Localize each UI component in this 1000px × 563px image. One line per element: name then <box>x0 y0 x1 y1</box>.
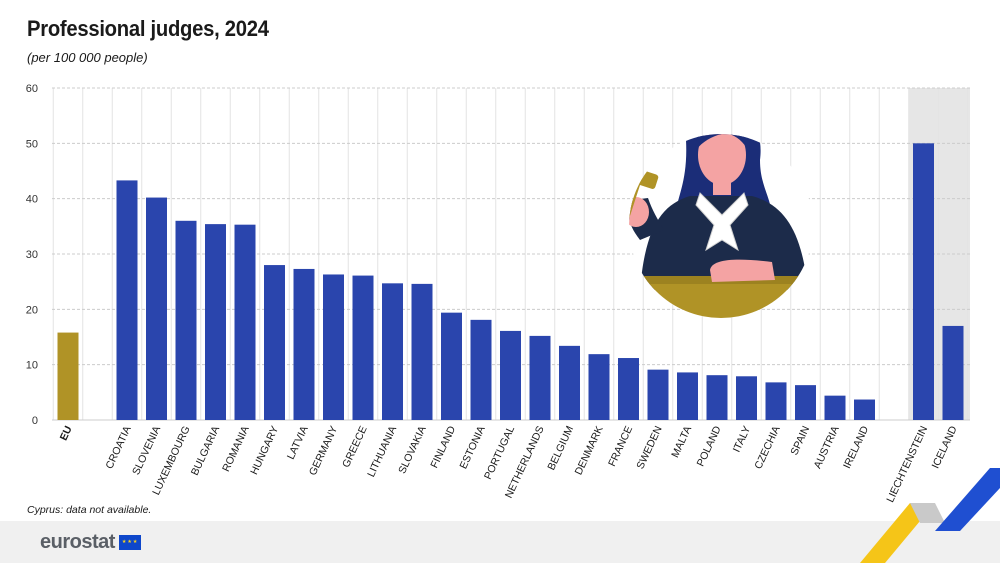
y-tick-label: 60 <box>26 83 38 95</box>
x-tick-label: EU <box>58 424 75 442</box>
bar-italy <box>736 376 757 420</box>
bar-sweden <box>647 369 669 420</box>
chart-subtitle: (per 100 000 people) <box>27 50 148 65</box>
bar-slovenia <box>146 197 167 420</box>
x-tick-label: GREECE <box>340 424 370 469</box>
bar-hungary <box>264 265 285 420</box>
bar-poland <box>706 375 728 420</box>
bar-austria <box>824 395 846 420</box>
bar-eu <box>57 332 79 420</box>
x-tick-label: SLOVAKIA <box>396 424 429 475</box>
x-tick-label: BELGIUM <box>545 424 576 472</box>
x-tick-label: BULGARIA <box>189 424 222 477</box>
bar-finland <box>441 312 462 420</box>
bar-romania <box>234 224 256 420</box>
footnote: Cyprus: data not available. <box>27 504 152 516</box>
bar-denmark <box>588 354 610 420</box>
bar-greece <box>352 275 374 420</box>
x-tick-label: DENMARK <box>573 424 606 477</box>
y-tick-label: 20 <box>26 304 38 316</box>
x-tick-label: ROMANIA <box>220 424 252 473</box>
y-tick-label: 30 <box>26 249 38 261</box>
bar-czechia <box>765 382 787 420</box>
x-tick-label: SLOVENIA <box>130 424 163 477</box>
x-tick-label: PORTUGAL <box>482 424 517 481</box>
y-tick-label: 10 <box>26 360 38 372</box>
x-tick-label: GERMANY <box>307 424 340 477</box>
x-tick-label: MALTA <box>669 424 694 459</box>
x-tick-label: FRANCE <box>606 424 635 468</box>
y-tick-label: 50 <box>26 138 38 150</box>
bar-belgium <box>559 345 580 420</box>
x-tick-label: ESTONIA <box>457 424 487 471</box>
bar-france <box>618 358 639 420</box>
bar-portugal <box>500 330 521 420</box>
x-tick-label: AUSTRIA <box>812 424 842 470</box>
bar-iceland <box>942 325 964 420</box>
x-tick-label: SPAIN <box>788 424 812 457</box>
corner-decoration <box>860 468 1000 563</box>
y-tick-label: 0 <box>32 415 38 427</box>
chart-title: Professional judges, 2024 <box>27 16 269 41</box>
bar-spain <box>795 385 816 420</box>
y-tick-label: 40 <box>26 194 38 206</box>
x-tick-label: FINLAND <box>428 424 458 470</box>
x-tick-label: SWEDEN <box>634 424 664 471</box>
bar-bulgaria <box>205 224 226 420</box>
bar-estonia <box>470 319 492 420</box>
bar-liechtenstein <box>913 143 934 421</box>
bar-ireland <box>854 399 875 420</box>
bar-slovakia <box>411 283 433 420</box>
x-tick-label: LITHUANIA <box>365 424 399 479</box>
x-tick-label: POLAND <box>695 424 724 469</box>
logo-text: eurostat <box>40 531 115 553</box>
eu-flag-icon <box>118 535 141 550</box>
eurostat-logo[interactable]: eurostat <box>40 531 141 554</box>
x-tick-label: LATVIA <box>285 424 311 461</box>
bar-luxembourg <box>175 220 197 420</box>
bar-malta <box>677 372 698 420</box>
x-tick-label: ITALY <box>731 424 754 454</box>
x-tick-label: HUNGARY <box>248 424 281 476</box>
x-tick-label: CROATIA <box>103 424 133 471</box>
bar-latvia <box>293 268 315 420</box>
footer-band <box>0 521 1000 563</box>
bar-croatia <box>116 180 138 420</box>
bar-lithuania <box>382 283 403 420</box>
x-tick-label: CZECHIA <box>752 424 782 471</box>
bar-netherlands <box>529 335 551 420</box>
bar-germany <box>323 274 344 420</box>
